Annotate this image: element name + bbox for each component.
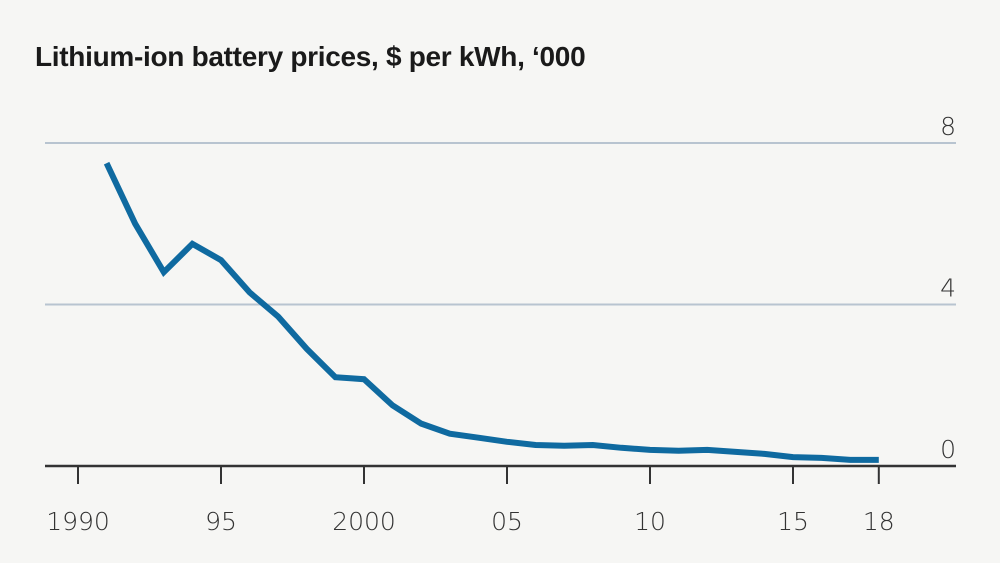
x-tick-label: 10 (634, 507, 666, 536)
x-tick-label: 95 (205, 507, 237, 536)
x-tick-label: 2000 (332, 507, 396, 536)
y-tick-label: 0 (940, 435, 956, 464)
chart-title: Lithium-ion battery prices, $ per kWh, ‘… (35, 41, 586, 72)
x-axis: 1990 95 2000 05 10 15 18 (45, 464, 956, 536)
series-group (103, 161, 879, 463)
x-tick-label: 15 (777, 507, 809, 536)
x-tick-label: 05 (491, 507, 523, 536)
x-tick-label: 1990 (46, 507, 110, 536)
y-tick-label: 8 (940, 112, 956, 141)
gridlines (45, 142, 956, 306)
y-axis-labels: 0 4 8 (940, 112, 956, 464)
series-line (103, 161, 879, 463)
x-tick-label: 18 (863, 507, 895, 536)
y-tick-label: 4 (940, 274, 956, 303)
